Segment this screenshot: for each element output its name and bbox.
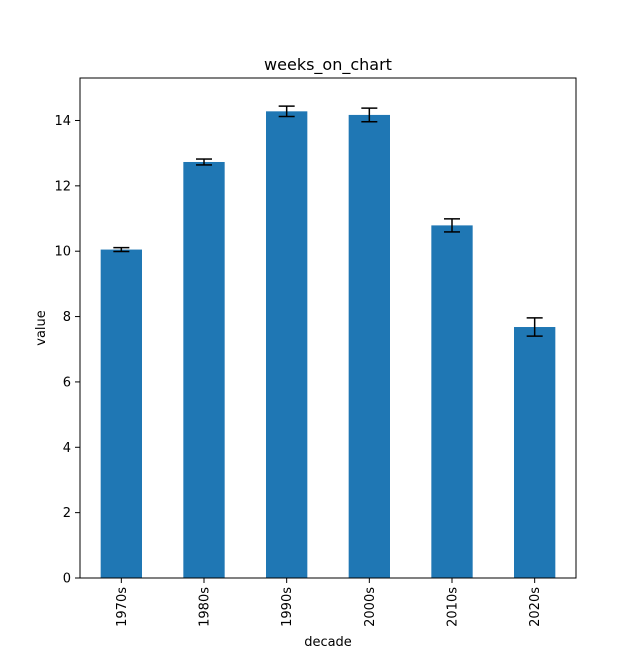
x-axis: 1970s 1980s 1990s 2000s 2010s 2020s bbox=[115, 578, 543, 627]
axes-frame bbox=[79, 77, 577, 579]
x-tick-label-2000s: 2000s bbox=[363, 587, 378, 627]
y-tick-label: 6 bbox=[63, 375, 71, 390]
x-tick-label-1980s: 1980s bbox=[198, 587, 213, 627]
x-tick-label-1970s: 1970s bbox=[115, 587, 130, 627]
y-tick-label: 14 bbox=[54, 114, 71, 129]
bar-1980s bbox=[183, 161, 225, 578]
y-tick-label: 4 bbox=[63, 441, 71, 456]
error-bar-2020s bbox=[526, 317, 543, 337]
error-bar-1980s bbox=[196, 158, 212, 166]
bar-1990s bbox=[266, 111, 308, 578]
x-axis-label: decade bbox=[304, 635, 352, 649]
x-tick-label-2020s: 2020s bbox=[528, 587, 543, 627]
bar-2000s bbox=[348, 114, 390, 579]
y-tick-label: 0 bbox=[63, 572, 71, 587]
error-bar-2010s bbox=[444, 218, 460, 233]
plot-area bbox=[100, 105, 556, 579]
x-tick-label-1990s: 1990s bbox=[280, 587, 295, 627]
error-bar-1990s bbox=[278, 105, 295, 118]
bar-2020s bbox=[514, 327, 556, 578]
y-axis-label: value bbox=[34, 310, 49, 346]
y-tick-label: 12 bbox=[54, 179, 71, 194]
y-axis: 0 2 4 6 8 10 12 14 bbox=[54, 114, 80, 587]
error-bar-1970s bbox=[113, 246, 130, 253]
x-tick-label-2010s: 2010s bbox=[446, 587, 461, 627]
y-tick-label: 10 bbox=[54, 245, 71, 260]
chart-title: weeks_on_chart bbox=[264, 55, 392, 75]
bar-2010s bbox=[431, 225, 473, 578]
bar-1970s bbox=[100, 249, 142, 578]
y-tick-label: 2 bbox=[63, 506, 71, 521]
y-tick-label: 8 bbox=[63, 310, 71, 325]
error-bar-2000s bbox=[361, 107, 378, 123]
